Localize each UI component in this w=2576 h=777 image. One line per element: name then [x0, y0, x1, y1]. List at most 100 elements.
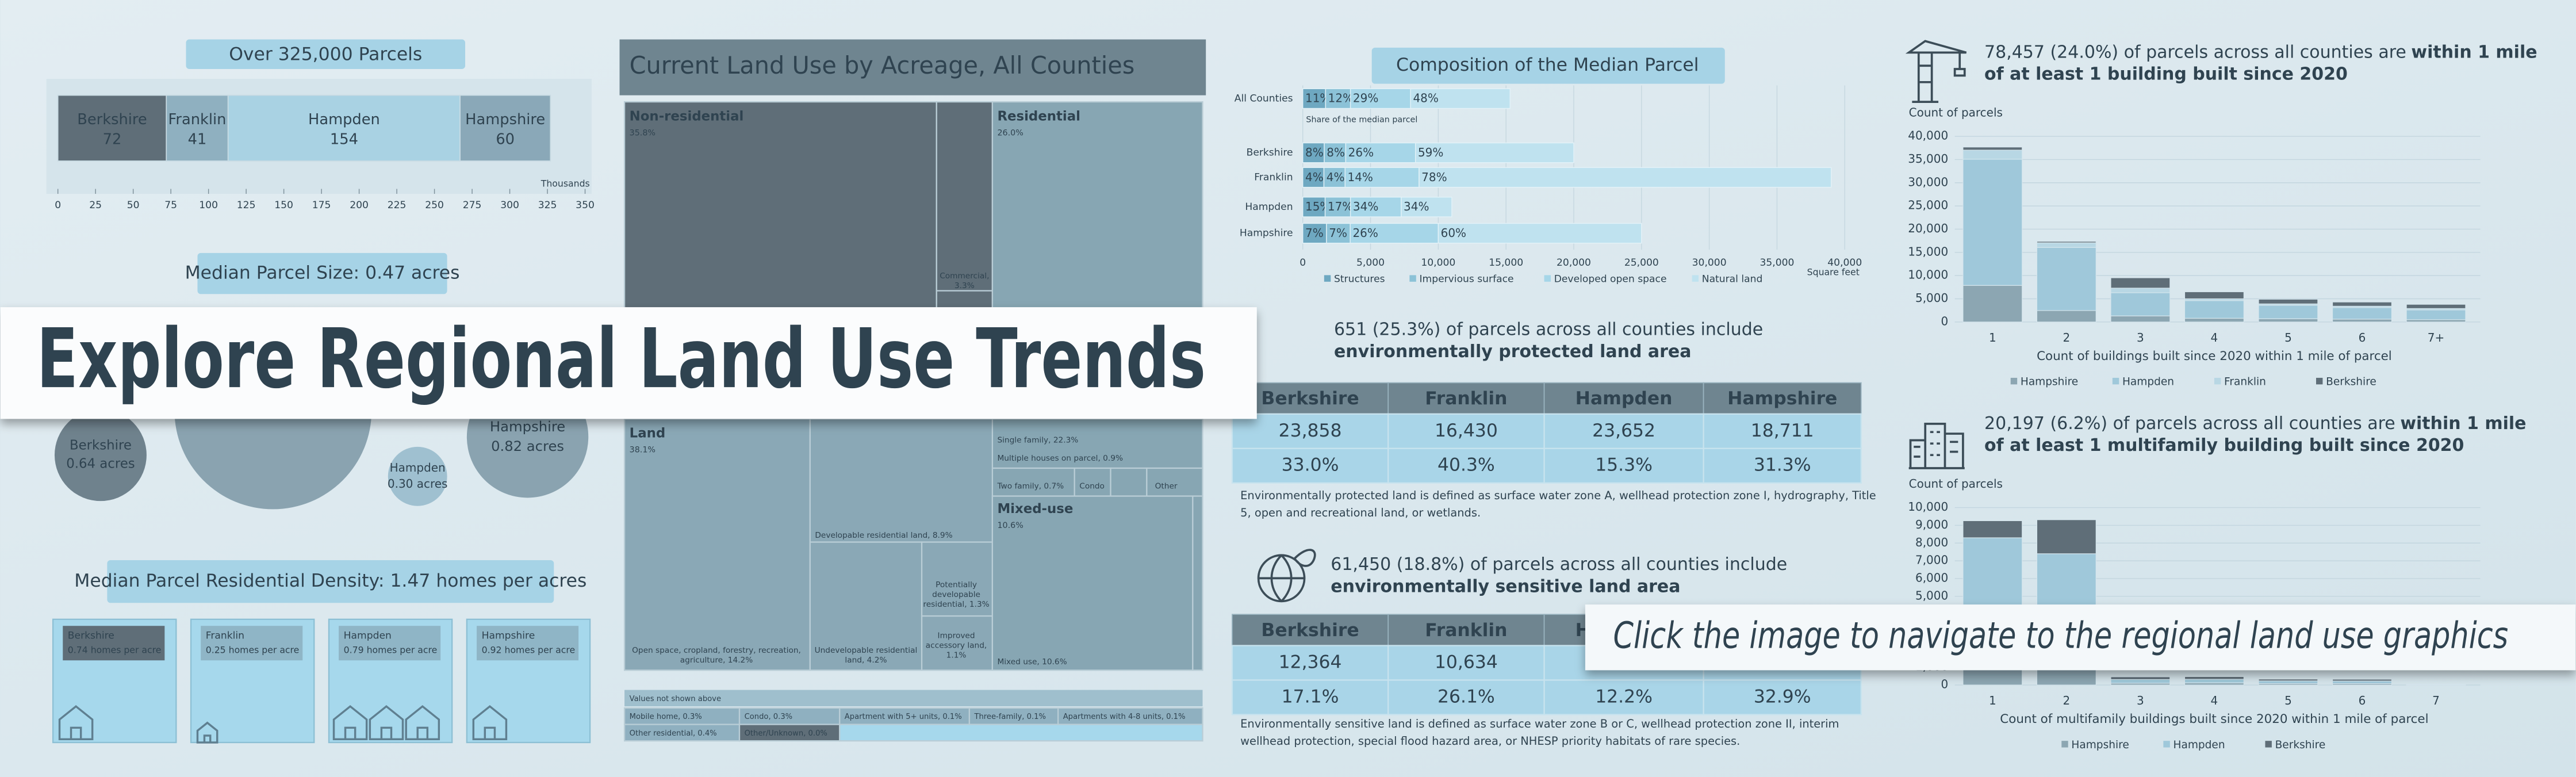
- lead-bold: environmentally protected land area: [1334, 342, 1692, 362]
- bar-segment: [2110, 676, 2171, 680]
- headline-text: 78,457 (24.0%) of parcels across all cou…: [1984, 42, 2406, 62]
- data-label: 26%: [1348, 146, 1374, 159]
- tile-label: Hampshire: [482, 630, 535, 641]
- x-tick-label: 5: [2284, 694, 2292, 707]
- y-tick-label: 10,000: [1908, 500, 1948, 514]
- panel-title: Over 325,000 Parcels: [229, 44, 422, 65]
- x-tick-label: 5: [2284, 331, 2292, 345]
- page-title: Explore Regional Land Use Trends: [37, 311, 1206, 407]
- house-icon: [332, 705, 368, 741]
- crane-icon: [1905, 40, 1967, 103]
- table-cell: [1231, 679, 1389, 715]
- bar-segment: [1410, 88, 1511, 109]
- bar-segment: [2258, 318, 2318, 323]
- treemap-block: [1146, 467, 1203, 497]
- legend-swatch: [2316, 377, 2323, 385]
- group-share: 10.6%: [997, 521, 1023, 530]
- table-value: 26.1%: [1438, 686, 1495, 707]
- y-tick-label: 0: [1941, 314, 1948, 328]
- bar-segment: [459, 94, 551, 162]
- x-tick-label: 150: [274, 200, 293, 211]
- x-tick-label: 6: [2359, 694, 2366, 707]
- small-block: [623, 724, 741, 742]
- house-icon: [369, 705, 404, 741]
- cta-text[interactable]: Click the image to navigate to the regio…: [1613, 615, 2509, 657]
- y-tick-label: Berkshire: [1247, 147, 1293, 159]
- bar-segment: [2406, 309, 2466, 320]
- tile-label-box: [339, 626, 441, 661]
- data-label: 60%: [1441, 226, 1466, 240]
- legend-swatch: [2163, 741, 2170, 748]
- y-tick-label: Hampden: [1245, 201, 1293, 213]
- table-header-cell: [1543, 382, 1704, 415]
- panel-header: [619, 39, 1206, 95]
- legend-swatch: [1544, 275, 1551, 282]
- x-tick-label: 20,000: [1557, 257, 1591, 269]
- tile-value: 0.79 homes per acre: [344, 645, 438, 656]
- table-value: 23,652: [1592, 420, 1655, 441]
- footnote: Environmentally protected land is define…: [1240, 489, 1876, 502]
- x-tick-label: 30,000: [1692, 257, 1727, 269]
- block-label: Mixed use, 10.6%: [997, 657, 1067, 667]
- bar-segment: [1326, 223, 1351, 244]
- table-cell: [1231, 645, 1389, 681]
- headline-bold: within 1 mile: [2400, 413, 2526, 433]
- segment-label: Berkshire: [77, 111, 147, 128]
- lead-text: 61,450 (18.8%) of parcels across all cou…: [1331, 554, 1787, 575]
- group-label: Non-residential: [630, 109, 744, 124]
- tile-label: Hampden: [344, 630, 392, 641]
- x-tick-label: 5,000: [1356, 257, 1385, 269]
- legend-label: Hampden: [2174, 739, 2225, 751]
- x-tick-label: 100: [199, 200, 218, 211]
- small-label: Three-family, 0.1%: [973, 713, 1046, 721]
- y-axis-title: Count of parcels: [1909, 106, 2003, 120]
- panel-title: Median Parcel Residential Density: 1.47 …: [74, 571, 586, 591]
- table-header: Hampshire: [1727, 388, 1837, 409]
- x-tick-label: 300: [500, 200, 519, 211]
- bar-segment: [2332, 307, 2392, 320]
- table-value: 10,634: [1435, 652, 1498, 672]
- bar-segment: [1324, 142, 1347, 163]
- data-label: 7%: [1305, 226, 1324, 240]
- x-tick-label: 50: [127, 200, 140, 211]
- bar-segment: [1302, 167, 1325, 188]
- bubble-label: Berkshire: [70, 438, 132, 453]
- y-tick-label: 20,000: [1908, 221, 1948, 235]
- table-cell: [1703, 679, 1862, 715]
- segment-label: Hampden: [308, 111, 380, 128]
- headline-bold: of at least 1 multifamily building built…: [1984, 435, 2464, 456]
- group-label: Land: [630, 426, 666, 441]
- small-block: [738, 724, 841, 742]
- bar-segment: [2036, 241, 2096, 243]
- table-header: Berkshire: [1261, 388, 1359, 409]
- bubble-label: Hampshire: [490, 418, 565, 435]
- bar-segment: [2332, 301, 2392, 307]
- table-header-cell: [1232, 614, 1389, 646]
- y-tick-label: 5,000: [1915, 588, 1948, 602]
- treemap-block: [921, 541, 994, 617]
- treemap-block: [1192, 495, 1203, 671]
- tile-label: Franklin: [206, 630, 244, 641]
- table-value: 12.2%: [1595, 686, 1653, 707]
- bar-segment: [2184, 676, 2244, 680]
- block-label: land, 4.2%: [845, 656, 887, 665]
- x-tick-label: 7: [2432, 694, 2440, 707]
- bar-segment: [2036, 519, 2096, 554]
- bar-segment: [1350, 88, 1411, 109]
- bar-segment: [2184, 291, 2244, 300]
- y-tick-label: 8,000: [1915, 535, 1948, 549]
- block-label: accessory land,: [926, 641, 987, 650]
- bar-segment: [2110, 292, 2171, 316]
- block-label: Improved: [938, 631, 975, 640]
- tile-label-box: [63, 626, 165, 661]
- footnote: Environmentally sensitive land is define…: [1240, 717, 1839, 730]
- bar-segment: [2036, 242, 2096, 248]
- table-value: 17.1%: [1282, 686, 1339, 707]
- treemap-block: [1110, 467, 1148, 497]
- panel-label: [186, 39, 466, 69]
- bar-segment: [1302, 88, 1327, 109]
- cta-banner[interactable]: [1585, 604, 2576, 671]
- treemap-block: [936, 101, 994, 292]
- treemap-block: [809, 541, 923, 671]
